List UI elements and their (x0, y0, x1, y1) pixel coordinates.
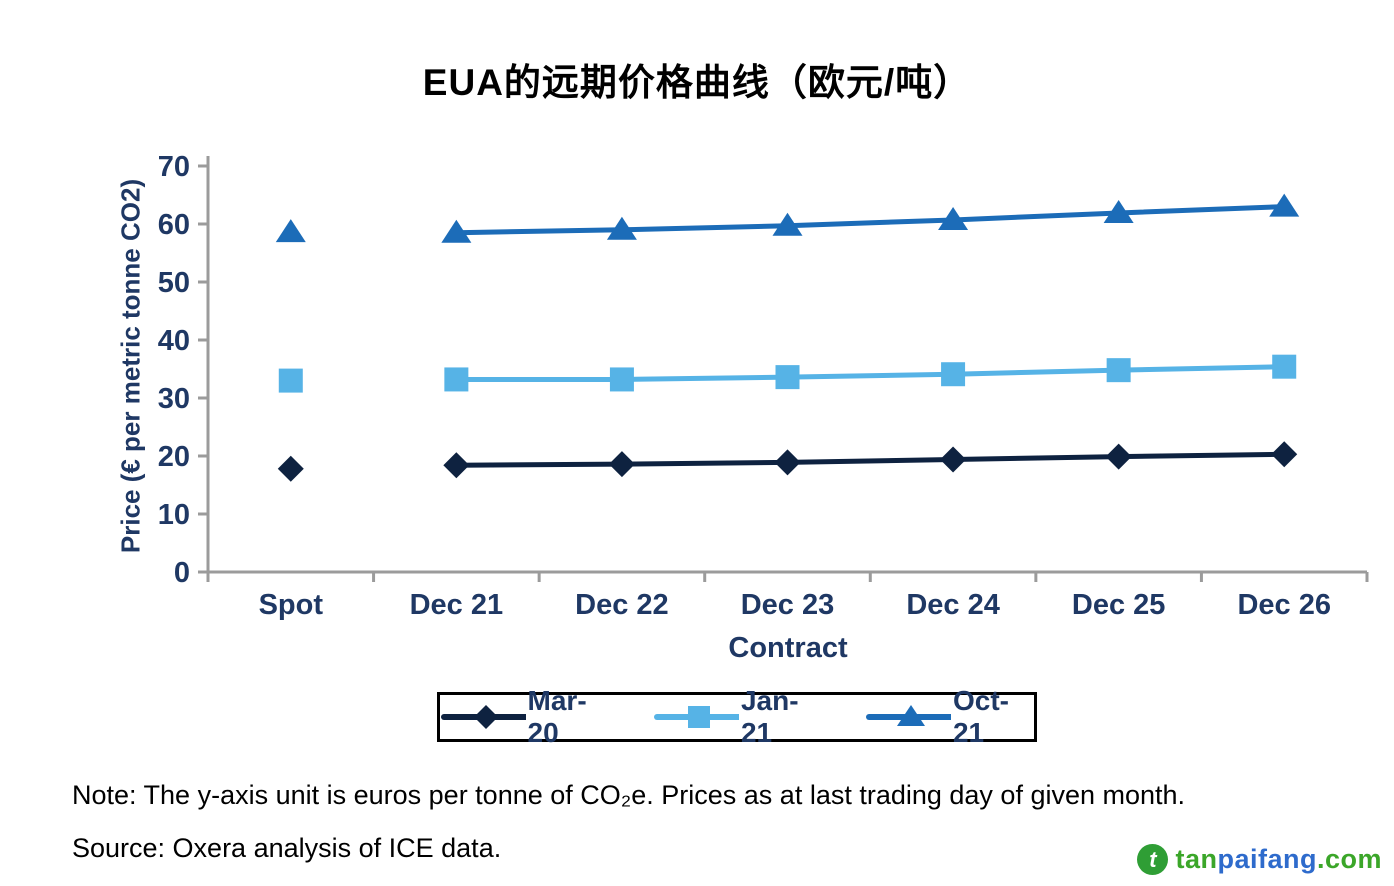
diamond-marker (608, 451, 635, 478)
x-tick-label: Dec 24 (906, 589, 1000, 621)
y-tick-label: 60 (158, 209, 190, 241)
y-tick-label: 20 (158, 441, 190, 473)
triangle-marker (1103, 199, 1134, 223)
square-marker (775, 365, 800, 390)
legend-label: Jan-21 (740, 685, 799, 748)
y-tick-label: 10 (158, 499, 190, 531)
diamond-marker (1271, 441, 1298, 468)
square-marker (1272, 354, 1297, 379)
leaf-circle-icon: t (1137, 844, 1169, 875)
x-tick-label: Dec 25 (1072, 589, 1166, 621)
legend-item-jan-21: Jan-21 (653, 685, 823, 749)
x-axis-title: Contract (728, 632, 848, 664)
diamond-marker (443, 452, 470, 479)
diamond-marker (474, 705, 498, 729)
legend-label: Oct-21 (952, 685, 1009, 748)
x-tick-label: Dec 22 (575, 589, 669, 621)
triangle-marker (275, 219, 306, 243)
square-marker (1106, 358, 1131, 383)
series-line-oct-21 (456, 204, 1285, 236)
note-text: Note: The y-axis unit is euros per tonne… (72, 780, 1186, 810)
y-tick-label: 70 (158, 151, 190, 183)
source-text: Source: Oxera analysis of ICE data. (72, 833, 502, 863)
legend-item-oct-21: Oct-21 (865, 685, 1034, 749)
diamond-marker (277, 455, 304, 482)
y-tick-label: 30 (158, 383, 190, 415)
triangle-marker (897, 705, 926, 726)
triangle-marker (772, 212, 803, 236)
chart-title: EUA的远期价格曲线（欧元/吨） (422, 62, 972, 103)
x-tick-label: Dec 26 (1237, 589, 1331, 621)
square-marker (609, 367, 634, 392)
watermark-logo: t tanpaifang.com (1137, 844, 1382, 875)
square-marker (444, 367, 469, 392)
legend-swatch (866, 705, 951, 726)
y-tick-label: 0 (174, 557, 190, 589)
series-line-jan-21 (456, 364, 1285, 382)
triangle-marker (1269, 193, 1300, 217)
square-marker (278, 368, 303, 393)
x-tick-label: Dec 23 (741, 589, 835, 621)
diamond-marker (774, 449, 801, 476)
plot-area: 0 10 20 30 40 50 60 70 Spot Dec 21 Dec 22 Dec 23 Dec… (158, 151, 1369, 621)
legend-swatch (441, 705, 526, 729)
triangle-marker (606, 216, 637, 240)
diamond-marker (940, 446, 967, 473)
legend: Mar-20 Jan-21 Oct-21 (437, 685, 1037, 748)
x-tick-label: Dec 21 (410, 589, 504, 621)
square-marker (688, 706, 711, 728)
square-marker (941, 362, 966, 387)
watermark-part-com: .com (1316, 844, 1382, 874)
legend-item-mar-20: Mar-20 (440, 685, 611, 749)
y-axis-title: Price (€ per metric tonne CO2) (115, 178, 146, 554)
watermark-text: tanpaifang.com (1175, 844, 1382, 875)
series-line-mar-20 (456, 451, 1285, 468)
legend-swatch (654, 706, 739, 728)
triangle-marker (938, 206, 969, 230)
triangle-marker (441, 219, 472, 243)
x-tick-label: Spot (259, 589, 324, 621)
watermark-part-tan: tan (1175, 844, 1218, 874)
y-tick-label: 40 (158, 325, 190, 357)
diamond-marker (1105, 443, 1132, 470)
legend-label: Mar-20 (527, 685, 587, 748)
y-tick-label: 50 (158, 267, 190, 299)
watermark-part-paifang: paifang (1217, 844, 1317, 874)
